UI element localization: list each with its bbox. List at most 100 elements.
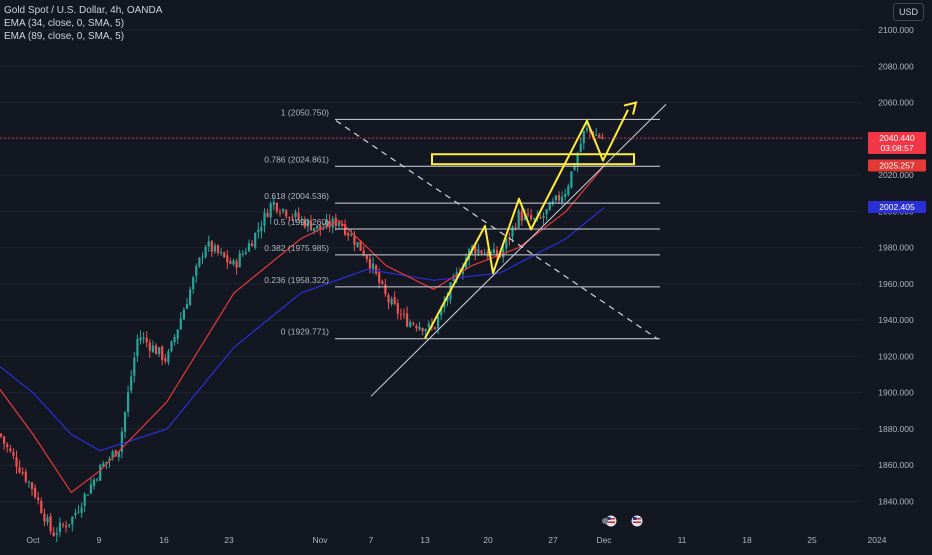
candle bbox=[263, 208, 266, 233]
candle-body bbox=[37, 497, 40, 500]
candle-body bbox=[492, 248, 495, 254]
candle-body bbox=[257, 229, 260, 233]
candle-body bbox=[226, 255, 229, 263]
candle-body bbox=[148, 342, 151, 351]
candle bbox=[65, 520, 68, 533]
candle-body bbox=[316, 225, 319, 229]
fibonacci-retracement[interactable]: 1 (2050.750) 0.786 (2024.861) 0.618 (2004.… bbox=[264, 107, 660, 340]
candle-body bbox=[195, 266, 198, 276]
candle bbox=[288, 216, 291, 222]
candle-body bbox=[102, 463, 105, 467]
flag-stripe bbox=[607, 521, 615, 523]
candle bbox=[21, 467, 24, 476]
projection-path[interactable] bbox=[424, 109, 629, 339]
candle-body bbox=[381, 281, 384, 284]
candle bbox=[542, 212, 545, 225]
candle bbox=[371, 257, 375, 274]
x-tick-label: Oct bbox=[26, 535, 40, 545]
candle-body bbox=[263, 212, 266, 227]
candle bbox=[365, 254, 368, 263]
dashed-trendline[interactable] bbox=[335, 120, 659, 340]
candle-body bbox=[406, 313, 409, 327]
candle-body bbox=[238, 253, 241, 268]
candle-body bbox=[142, 337, 145, 339]
candle-body bbox=[182, 309, 185, 320]
candle bbox=[173, 334, 176, 346]
candle bbox=[74, 508, 77, 519]
price-label-bg bbox=[868, 159, 926, 172]
candle-body bbox=[557, 195, 561, 201]
x-tick-label: 23 bbox=[224, 535, 234, 545]
candle bbox=[68, 524, 71, 529]
candle bbox=[585, 121, 588, 133]
candle bbox=[52, 526, 55, 537]
candle-body bbox=[309, 220, 313, 231]
x-axis[interactable]: Oct 9 16 23 Nov 7 13 20 27 Dec 11 18 25 2024 bbox=[26, 535, 886, 545]
candle-body bbox=[167, 351, 170, 363]
x-tick-label: 27 bbox=[548, 535, 558, 545]
y-tick-label: 1860.000 bbox=[878, 460, 914, 470]
candle-body bbox=[306, 220, 309, 227]
candle bbox=[433, 326, 437, 330]
candle bbox=[477, 243, 480, 257]
candle-body bbox=[136, 338, 139, 357]
resistance-zone[interactable] bbox=[431, 153, 635, 166]
candle-body bbox=[68, 524, 71, 526]
fib-level-label: 0.236 (1958.322) bbox=[264, 275, 329, 285]
arrow-head-icon bbox=[623, 101, 638, 115]
candle-body bbox=[213, 245, 216, 252]
candle-body bbox=[61, 524, 65, 526]
candle-body bbox=[229, 260, 232, 264]
candle-body bbox=[247, 243, 251, 252]
candle bbox=[117, 451, 120, 462]
candle bbox=[567, 183, 570, 197]
candle bbox=[303, 216, 306, 229]
candle bbox=[158, 347, 161, 357]
x-tick-label: 25 bbox=[807, 535, 817, 545]
candle bbox=[545, 208, 548, 221]
event-marker bbox=[602, 518, 608, 524]
candle-body bbox=[21, 472, 24, 474]
candle-body bbox=[371, 263, 375, 270]
candle-body bbox=[220, 251, 223, 253]
flag-stripe bbox=[633, 518, 641, 520]
candle-body bbox=[319, 225, 322, 231]
candle bbox=[278, 208, 282, 217]
candle-body bbox=[127, 392, 130, 413]
candle-body bbox=[55, 533, 58, 535]
candle bbox=[384, 278, 387, 297]
candle-body bbox=[421, 327, 424, 332]
price-label-text: 2025.257 bbox=[879, 161, 915, 171]
candle-body bbox=[288, 217, 291, 219]
candle-body bbox=[164, 358, 167, 362]
currency-button[interactable]: USD bbox=[893, 3, 924, 21]
candle-body bbox=[530, 215, 533, 219]
price-label-text: 2002.405 bbox=[879, 202, 915, 212]
candle bbox=[223, 251, 226, 259]
candle-body bbox=[483, 253, 486, 255]
candle bbox=[266, 208, 269, 218]
candle-body bbox=[151, 345, 154, 352]
candle-body bbox=[80, 507, 83, 513]
us-flag-event-icon[interactable] bbox=[630, 514, 644, 528]
candle bbox=[92, 477, 96, 490]
candle-body bbox=[409, 322, 412, 327]
candle bbox=[275, 202, 278, 214]
candle-body bbox=[561, 197, 564, 203]
candle-body bbox=[582, 131, 585, 144]
symbol-title: Gold Spot / U.S. Dollar, 4h, OANDA bbox=[4, 5, 163, 16]
candle bbox=[220, 248, 223, 256]
candle-body bbox=[18, 467, 21, 473]
candle-body bbox=[564, 193, 567, 197]
candle-body bbox=[251, 243, 254, 247]
fib-level-label: 0 (1929.771) bbox=[281, 327, 329, 337]
candle-body bbox=[114, 450, 117, 457]
flag-stripe bbox=[633, 521, 641, 523]
candle bbox=[27, 480, 30, 488]
candle-body bbox=[86, 494, 89, 496]
candle-body bbox=[495, 250, 499, 257]
candle-body bbox=[387, 295, 390, 303]
support-trendline[interactable] bbox=[370, 103, 667, 397]
